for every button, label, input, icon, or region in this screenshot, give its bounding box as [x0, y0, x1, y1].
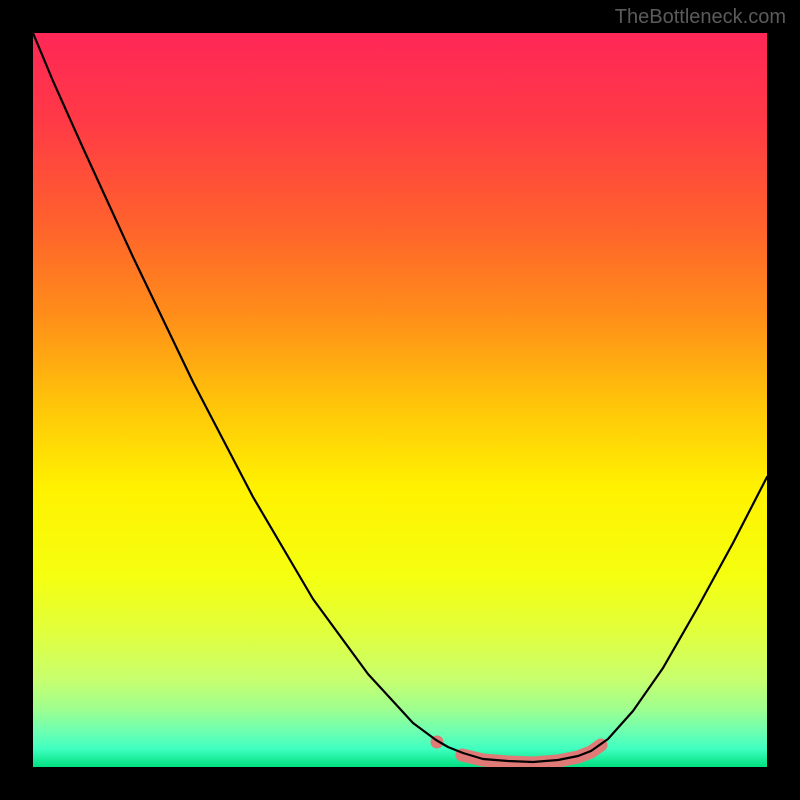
plot-area — [33, 33, 767, 767]
gradient-background — [33, 33, 767, 767]
watermark-text: TheBottleneck.com — [615, 6, 786, 29]
